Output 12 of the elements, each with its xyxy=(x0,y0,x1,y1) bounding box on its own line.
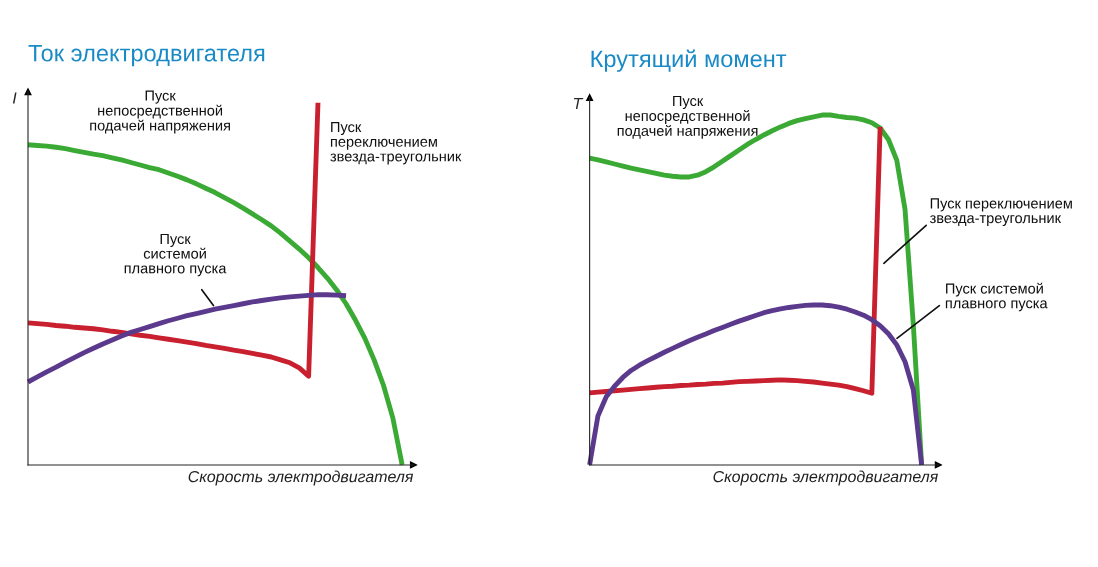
annotation: Пуск переключением звезда-треугольник xyxy=(929,198,1072,227)
y-axis-title: I xyxy=(12,92,17,104)
y-axis-title: T xyxy=(573,97,584,109)
annotation: Пуск непосредственной подачей напряжения xyxy=(617,95,758,139)
annotation: Пуск непосредственной подачей напряжения xyxy=(90,90,230,134)
text: Пуск системой плавного пуска xyxy=(945,282,1048,312)
x-axis-title: Скорость электродвигателя xyxy=(713,470,938,486)
annotation: Пуск системой плавного пуска xyxy=(124,233,227,277)
chart-title: Крутящий момент xyxy=(591,49,787,72)
annotation: Пуск переключением звезда-треугольник xyxy=(330,122,462,165)
chart-title: Ток электродвигателя xyxy=(28,45,265,67)
x-axis-title: Скорость электродвигателя xyxy=(188,470,414,486)
